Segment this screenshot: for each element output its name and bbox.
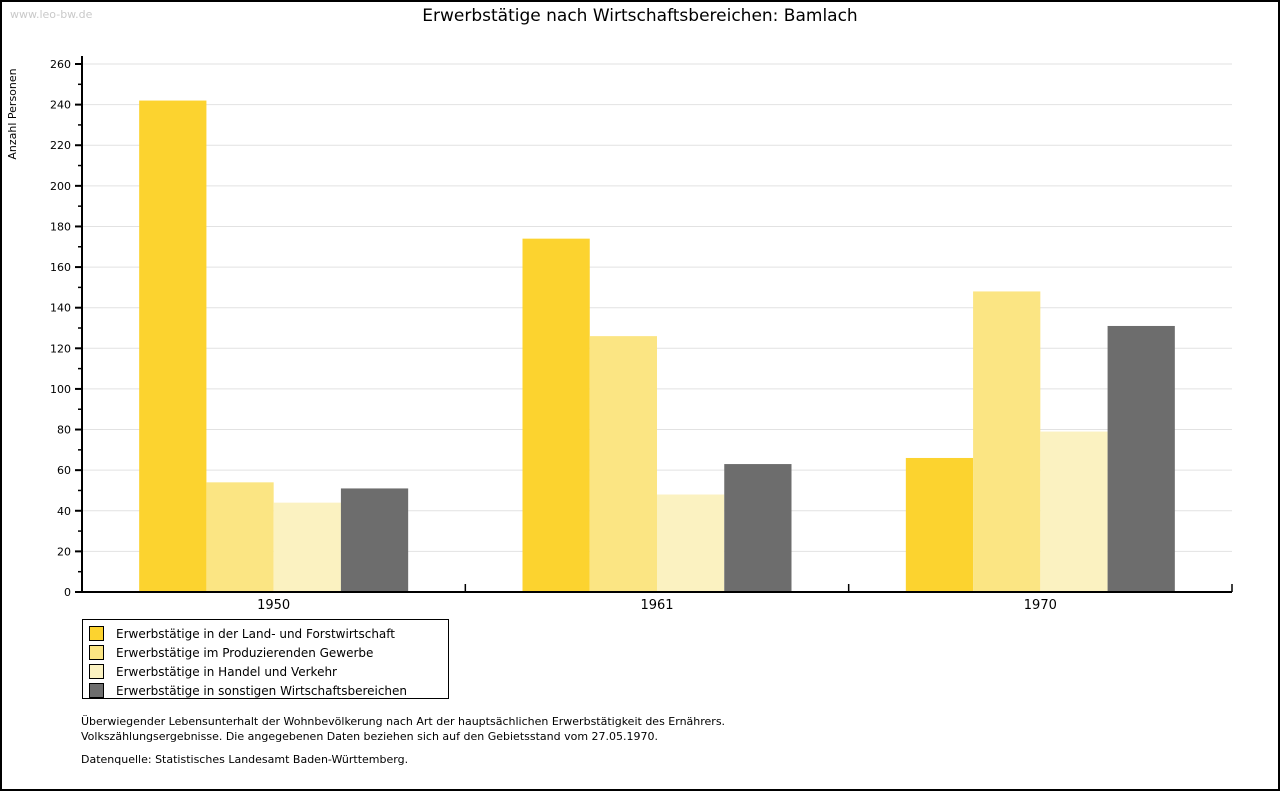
y-tick-label-60: 60 (57, 464, 71, 477)
plot-generated: 0 20 40 60 80 100 120 140 160 180 200 220 240 260 1950… (50, 56, 1233, 613)
legend-item: Erwerbstätige in Handel und Verkehr (89, 662, 448, 681)
y-tick-label-120: 120 (50, 342, 71, 355)
y-tick-label-220: 220 (50, 139, 71, 152)
legend-swatch-icon (89, 645, 104, 660)
bar-1970-series1 (905, 457, 974, 592)
footnote-line: Überwiegender Lebensunterhalt der Wohnbe… (81, 715, 726, 728)
legend-label: Erwerbstätige in der Land- und Forstwirt… (116, 626, 395, 641)
bar-1961-series4 (724, 464, 792, 592)
legend-label: Erwerbstätige im Produzierenden Gewerbe (116, 645, 374, 660)
bar-1950-series1 (139, 100, 207, 593)
page-title: Erwerbstätige nach Wirtschaftsbereichen:… (422, 6, 858, 26)
legend-item: Erwerbstätige im Produzierenden Gewerbe (89, 643, 448, 662)
data-source: Datenquelle: Statistisches Landesamt Bad… (81, 753, 409, 766)
bar-1950-series3 (273, 502, 341, 592)
legend-swatch-icon (89, 683, 104, 698)
y-tick-label-140: 140 (50, 302, 71, 315)
legend-label: Erwerbstätige in sonstigen Wirtschaftsbe… (116, 683, 408, 698)
y-tick-label-20: 20 (57, 545, 71, 558)
bar-1961-series1 (522, 238, 590, 592)
bar-1961-series3 (657, 494, 725, 592)
bar-1961-series2 (589, 336, 657, 592)
y-tick-label-80: 80 (57, 424, 71, 437)
x-tick-label-1970: 1970 (1024, 598, 1057, 613)
y-tick-label-100: 100 (50, 383, 71, 396)
legend: Erwerbstätige in der Land- und Forstwirt… (82, 619, 449, 699)
legend-swatch-icon (89, 626, 104, 641)
y-tick-label-260: 260 (50, 58, 71, 71)
y-tick-label-180: 180 (50, 220, 71, 233)
legend-swatch-icon (89, 664, 104, 679)
bar-1950-series4 (340, 488, 409, 592)
legend-item: Erwerbstätige in sonstigen Wirtschaftsbe… (89, 681, 448, 700)
watermark: www.leo-bw.de (10, 8, 93, 21)
footnote: Überwiegender Lebensunterhalt der Wohnbe… (81, 714, 725, 744)
legend-label: Erwerbstätige in Handel und Verkehr (116, 664, 337, 679)
bar-1970-series3 (1040, 431, 1108, 592)
x-tick-label-1961: 1961 (640, 598, 673, 613)
y-axis-title: Anzahl Personen (6, 68, 19, 159)
bar-1950-series2 (206, 482, 274, 592)
y-tick-label-0: 0 (64, 586, 71, 599)
legend-item: Erwerbstätige in der Land- und Forstwirt… (89, 624, 448, 643)
y-tick-label-160: 160 (50, 261, 71, 274)
x-tick-label-1950: 1950 (257, 598, 290, 613)
y-tick-label-40: 40 (57, 505, 71, 518)
y-tick-label-240: 240 (50, 99, 71, 112)
footnote-line: Volkszählungsergebnisse. Die angegebenen… (81, 730, 659, 743)
bar-1970-series2 (973, 291, 1041, 592)
y-tick-label-200: 200 (50, 180, 71, 193)
bar-1970-series4 (1107, 325, 1175, 592)
